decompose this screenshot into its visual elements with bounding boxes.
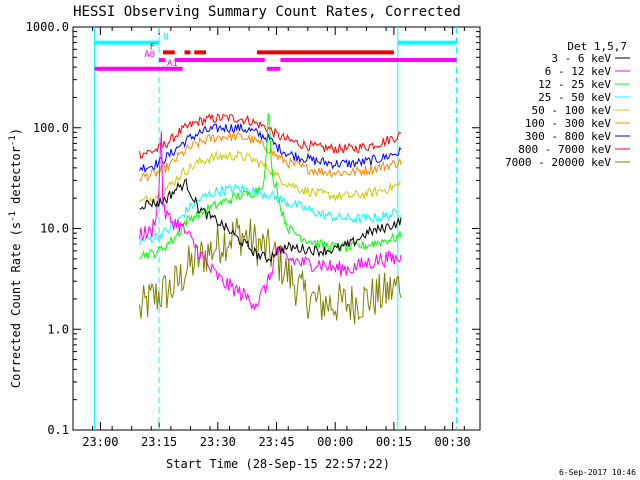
flag-label: F: [150, 42, 155, 52]
series-line: [139, 113, 402, 160]
timestamp: 6-Sep-2017 10:46: [559, 468, 636, 477]
y-label-main: Corrected Count Rate (s: [9, 222, 23, 388]
series-group: [139, 113, 402, 325]
series-line: [139, 150, 402, 206]
legend-label: 300 - 800 keV: [525, 130, 611, 143]
x-axis-label: Start Time (28-Sep-15 22:57:22): [166, 457, 390, 471]
legend-title: Det 1,5,7: [567, 40, 627, 53]
y-tick-label: 0.1: [47, 423, 69, 437]
flag-label: N: [163, 33, 168, 43]
legend-label: 25 - 50 keV: [538, 91, 611, 104]
legend-label: 100 - 300 keV: [525, 117, 611, 130]
y-tick-label: 10.0: [40, 222, 69, 236]
legend-label: 3 - 6 keV: [551, 52, 611, 65]
axis-ticks: [72, 26, 480, 431]
vertical-markers: [94, 27, 458, 430]
y-label-end: ): [9, 128, 23, 135]
x-tick-label: 23:30: [200, 435, 236, 449]
y-axis-label: Corrected Count Rate (s-1 detector-1): [8, 128, 23, 388]
flag-label: A1: [167, 59, 178, 69]
legend-label: 50 - 100 keV: [532, 104, 612, 117]
legend-label: 800 - 7000 keV: [518, 143, 611, 156]
x-tick-label: 00:15: [376, 435, 412, 449]
series-line: [139, 178, 402, 264]
x-tick-labels: 23:00 23:15 23:30 23:45 00:00 00:15 00:30: [82, 435, 470, 449]
y-label-mid: detector: [9, 146, 23, 211]
legend-label: 7000 - 20000 keV: [505, 156, 611, 169]
y-tick-labels: 0.1 1.0 10.0 100.0 1000.0: [26, 20, 69, 437]
x-tick-label: 00:00: [317, 435, 353, 449]
x-tick-label: 23:15: [141, 435, 177, 449]
y-label-sup2: -1: [8, 135, 18, 146]
chart-title: HESSI Observing Summary Count Rates, Cor…: [73, 4, 461, 20]
y-tick-label: 1.0: [47, 322, 69, 336]
y-tick-label: 100.0: [33, 121, 69, 135]
legend-label: 6 - 12 keV: [545, 65, 612, 78]
x-tick-label: 23:00: [82, 435, 118, 449]
legend-label: 12 - 25 keV: [538, 78, 611, 91]
x-tick-label: 23:45: [258, 435, 294, 449]
series-line: [139, 131, 402, 311]
y-tick-label: 1000.0: [26, 20, 69, 34]
series-line: [139, 217, 402, 325]
flag-label: A0: [144, 50, 155, 60]
series-line: [139, 183, 402, 246]
y-label-sup1: -1: [8, 211, 18, 222]
plot-frame: [72, 26, 481, 431]
x-tick-label: 00:30: [435, 435, 471, 449]
plot-border: [72, 26, 481, 431]
